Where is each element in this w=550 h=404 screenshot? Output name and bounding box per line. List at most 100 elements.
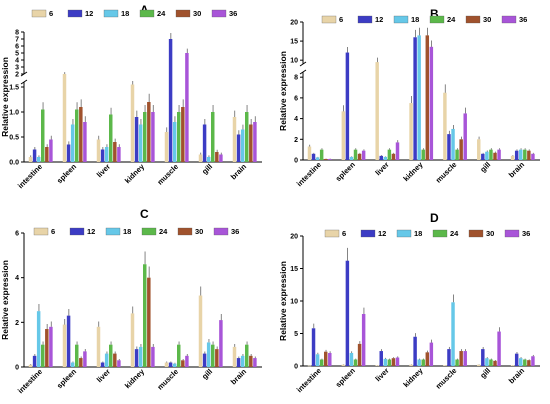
x-tick-label: kidney xyxy=(123,161,147,185)
bar-spleen-30 xyxy=(79,107,83,162)
bar-spleen-30 xyxy=(79,358,83,367)
bar-brain-6 xyxy=(510,155,515,160)
bar-muscle-6 xyxy=(443,365,447,366)
bar-gill-36 xyxy=(497,331,501,366)
legend-swatch-24 xyxy=(429,15,445,24)
bar-intestine-36 xyxy=(328,158,332,160)
bar-brain-30 xyxy=(527,360,531,366)
y-tick-label: 2 xyxy=(294,137,298,144)
x-tick-label: intestine xyxy=(16,367,44,395)
bar-kidney-30 xyxy=(147,102,151,162)
bar-kidney-24 xyxy=(421,359,425,366)
bar-kidney-18 xyxy=(417,359,421,366)
y-tick-label: 10 xyxy=(290,58,298,65)
bar-spleen-30 xyxy=(357,343,362,366)
bar-brain-12 xyxy=(236,134,241,162)
x-tick-label: spleen xyxy=(55,162,78,185)
bar-kidney-24 xyxy=(421,149,425,160)
bar-kidney-6 xyxy=(409,103,413,160)
legend-label: 30 xyxy=(193,9,201,18)
x-tick-label: brain xyxy=(507,160,527,180)
bar-kidney-30 xyxy=(425,35,430,161)
legend-swatch-12 xyxy=(357,15,373,24)
x-tick-label: intestine xyxy=(295,160,323,188)
bar-gill-30 xyxy=(493,152,497,160)
bar-kidney-18 xyxy=(138,124,143,162)
bar-muscle-24 xyxy=(455,359,459,366)
legend-swatch-30 xyxy=(468,229,484,238)
bar-kidney-12 xyxy=(413,336,417,366)
legend-label: 24 xyxy=(157,9,166,18)
y-tick-label: 6 xyxy=(15,44,19,51)
bar-spleen-24 xyxy=(75,344,79,367)
legend-swatch-30 xyxy=(465,15,481,24)
bar-liver-6 xyxy=(375,365,379,366)
x-tick-label: brain xyxy=(229,367,249,387)
bar-muscle-18 xyxy=(172,363,177,367)
bar-liver-30 xyxy=(113,353,117,367)
bar-spleen-18 xyxy=(70,362,75,367)
bar-gill-18 xyxy=(485,151,489,160)
bar-muscle-18 xyxy=(172,122,177,162)
bar-brain-24 xyxy=(245,112,249,162)
bar-kidney-30 xyxy=(147,277,151,367)
axis-break-mark xyxy=(20,79,28,85)
bar-brain-30 xyxy=(527,150,531,160)
bar-gill-24 xyxy=(211,112,215,162)
bar-muscle-24 xyxy=(177,344,181,367)
y-tick-label: 4 xyxy=(15,58,19,65)
bar-gill-12 xyxy=(481,349,485,366)
bar-brain-18 xyxy=(519,358,523,366)
bar-gill-6 xyxy=(198,295,203,367)
legend-swatch-6 xyxy=(321,15,337,24)
legend-swatch-24 xyxy=(141,227,157,236)
bar-gill-30 xyxy=(493,360,497,366)
legend-label: 12 xyxy=(87,227,95,236)
x-tick-label: muscle xyxy=(434,366,459,391)
bar-spleen-36 xyxy=(83,351,87,367)
bar-gill-24 xyxy=(211,344,215,367)
bar-muscle-18 xyxy=(451,128,455,160)
bar-brain-12 xyxy=(514,150,519,160)
bar-muscle-6 xyxy=(164,132,169,162)
legend-label: 6 xyxy=(342,229,346,238)
legend-label: 18 xyxy=(121,9,129,18)
bar-liver-24 xyxy=(387,359,392,366)
bar-liver-12 xyxy=(100,362,105,367)
bar-spleen-18 xyxy=(349,353,354,366)
bar-intestine-36 xyxy=(328,353,332,366)
bar-liver-36 xyxy=(117,360,121,367)
y-tick-label: 6 xyxy=(15,231,19,238)
bar-gill-6 xyxy=(198,154,203,162)
bar-gill-18 xyxy=(206,342,211,367)
bar-liver-12 xyxy=(379,351,383,366)
bar-intestine-18 xyxy=(315,354,320,366)
legend-swatch-18 xyxy=(393,15,409,24)
bar-spleen-6 xyxy=(62,324,67,367)
bar-gill-24 xyxy=(489,359,493,366)
x-tick-label: gill xyxy=(200,162,214,176)
bar-intestine-24 xyxy=(319,359,324,366)
x-tick-label: muscle xyxy=(155,162,180,187)
bar-brain-18 xyxy=(240,355,245,367)
x-tick-label: gill xyxy=(478,366,492,380)
legend-swatch-12 xyxy=(360,229,376,238)
legend-label: 12 xyxy=(378,229,386,238)
y-tick-label: 0 xyxy=(294,364,298,371)
y-tick-label: 20 xyxy=(290,20,298,27)
bar-brain-30 xyxy=(249,124,253,162)
bar-muscle-12 xyxy=(168,362,173,367)
bar-liver-24 xyxy=(109,114,113,162)
legend-swatch-30 xyxy=(175,9,191,18)
bar-spleen-12 xyxy=(345,52,350,160)
panel-title: C xyxy=(140,207,149,221)
legend-label: 12 xyxy=(375,15,383,24)
y-tick-label: 4 xyxy=(15,275,19,282)
bar-spleen-24 xyxy=(353,149,358,160)
bar-liver-6 xyxy=(96,139,101,162)
bar-spleen-36 xyxy=(361,150,366,160)
bar-spleen-18 xyxy=(70,124,75,162)
y-tick-label: 10 xyxy=(290,299,298,306)
bar-liver-18 xyxy=(383,358,388,366)
